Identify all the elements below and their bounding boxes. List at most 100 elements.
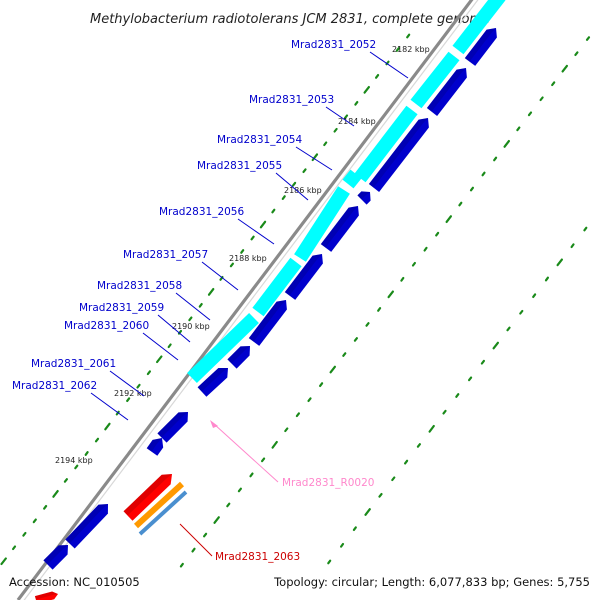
gene-label-Mrad2831_2061[interactable]: Mrad2831_2061 xyxy=(31,358,116,370)
gene-features xyxy=(34,0,506,600)
tick-mark xyxy=(363,85,370,94)
reverse-gene-5-body xyxy=(320,206,359,252)
tick-mark xyxy=(428,424,435,433)
tick-mark xyxy=(455,393,460,398)
tick-mark xyxy=(237,487,242,493)
tick-mark xyxy=(343,114,349,120)
tick-label: 2186 kbp xyxy=(284,186,322,195)
tick-mark xyxy=(435,231,440,237)
gene-label-Mrad2831_2056[interactable]: Mrad2831_2056 xyxy=(159,206,244,218)
leader-line-Mrad2831_2063 xyxy=(179,523,213,557)
tick-mark xyxy=(570,243,575,249)
tick-mark xyxy=(292,181,297,187)
tick-mark xyxy=(329,365,336,374)
tick-mark xyxy=(423,246,428,252)
tick-mark xyxy=(146,370,151,376)
forward-gene-1 xyxy=(452,0,506,55)
tick-mark xyxy=(516,126,521,132)
reverse-gene-5 xyxy=(320,206,359,252)
tick-mark xyxy=(52,490,59,498)
genome-stats-text: Topology: circular; Length: 6,077,833 bp… xyxy=(273,575,590,589)
leader-line-Mrad2831_2062 xyxy=(90,392,129,421)
tick-mark xyxy=(395,47,400,52)
reverse-gene-3-body xyxy=(368,118,429,192)
tick-mark xyxy=(136,383,141,389)
forward-gene-4 xyxy=(342,169,362,189)
leader-line-Mrad2831_2061 xyxy=(109,370,145,397)
rna-gene-edge xyxy=(34,591,58,600)
tick-mark xyxy=(188,316,193,322)
reverse-gene-12 xyxy=(43,545,68,570)
tick-mark xyxy=(156,355,163,364)
tick-mark xyxy=(468,376,473,382)
tick-mark xyxy=(213,516,220,524)
tick-mark xyxy=(226,502,231,508)
tick-mark xyxy=(561,64,569,73)
gene-label-Mrad2831_2062[interactable]: Mrad2831_2062 xyxy=(12,380,97,392)
gene-label-Mrad2831_2053[interactable]: Mrad2831_2053 xyxy=(249,94,334,106)
leader-line-Mrad2831_2054 xyxy=(295,146,333,171)
tick-mark xyxy=(0,557,7,566)
reverse-gene-9-body xyxy=(197,368,228,397)
rna-gene-red-shade xyxy=(123,474,172,516)
reverse-gene-8-body xyxy=(227,346,250,369)
gene-label-Mrad2831_2060[interactable]: Mrad2831_2060 xyxy=(64,320,149,332)
leader-line-Mrad2831_2057 xyxy=(201,261,239,291)
reverse-gene-10-body xyxy=(146,438,164,456)
tick-mark xyxy=(271,208,276,214)
tick-mark xyxy=(458,201,463,207)
tick-mark xyxy=(12,545,17,551)
gene-label-Mrad2831_2052[interactable]: Mrad2831_2052 xyxy=(291,39,376,51)
reverse-gene-10-shade xyxy=(146,438,162,452)
tick-mark xyxy=(400,276,405,282)
reverse-gene-13-shade xyxy=(65,504,108,544)
leader-line-Mrad2831_2059 xyxy=(157,314,191,343)
gene-label-Mrad2831_R0020[interactable]: Mrad2831_R0020 xyxy=(282,477,374,489)
leader-line-Mrad2831_2055 xyxy=(275,172,309,201)
gene-label-Mrad2831_2063[interactable]: Mrad2831_2063 xyxy=(215,551,300,563)
tick-mark xyxy=(281,195,286,200)
leader-arrowhead xyxy=(210,420,218,428)
tick-mark xyxy=(307,397,312,402)
rna-gene-red xyxy=(123,474,172,521)
tick-mark xyxy=(261,457,266,463)
reverse-gene-7 xyxy=(248,300,287,346)
gene-label-Mrad2831_2055[interactable]: Mrad2831_2055 xyxy=(197,160,282,172)
tick-mark xyxy=(126,397,131,402)
gene-labels: Mrad2831_2052 Mrad2831_2053 Mrad2831_2054 M… xyxy=(12,39,376,563)
reverse-gene-9-shade xyxy=(197,368,228,392)
gene-label-Mrad2831_2059[interactable]: Mrad2831_2059 xyxy=(79,302,164,314)
reverse-gene-13-body xyxy=(65,504,108,549)
backbone-shadow-line xyxy=(23,0,479,600)
tick-mark xyxy=(63,478,69,483)
tick-mark xyxy=(284,427,289,433)
reverse-gene-9 xyxy=(197,368,228,397)
reverse-gene-2-shade xyxy=(426,68,466,112)
reverse-gene-2-body xyxy=(426,68,467,116)
map-title: Methylobacterium radiotolerans JCM 2831,… xyxy=(90,12,490,27)
tick-mark xyxy=(271,440,278,449)
tick-mark xyxy=(411,261,416,267)
tick-mark xyxy=(323,141,328,147)
backbone-line xyxy=(16,0,474,600)
tick-mark xyxy=(539,96,544,102)
leader-line-Mrad2831_2052 xyxy=(369,51,409,79)
gene-label-Mrad2831_2054[interactable]: Mrad2831_2054 xyxy=(217,134,302,146)
reverse-gene-1 xyxy=(464,28,497,66)
tick-label: 2184 kbp xyxy=(338,117,376,126)
reverse-gene-3-shade xyxy=(368,118,428,188)
rna-gene-red-body xyxy=(123,474,172,521)
reverse-gene-12-body xyxy=(43,545,68,570)
tick-mark xyxy=(319,382,324,387)
tick-mark xyxy=(229,262,234,268)
leader-line-Mrad2831_2058 xyxy=(175,292,211,321)
gene-label-Mrad2831_2057[interactable]: Mrad2831_2057 xyxy=(123,249,208,261)
tick-mark xyxy=(442,409,447,415)
reverse-gene-1-shade xyxy=(464,28,496,62)
gene-label-Mrad2831_2058[interactable]: Mrad2831_2058 xyxy=(97,280,182,292)
reverse-gene-7-body xyxy=(248,300,287,346)
reverse-gene-8 xyxy=(227,346,250,369)
label-leader-lines xyxy=(90,51,409,557)
reverse-gene-7-shade xyxy=(248,300,286,342)
tick-mark xyxy=(445,215,452,223)
